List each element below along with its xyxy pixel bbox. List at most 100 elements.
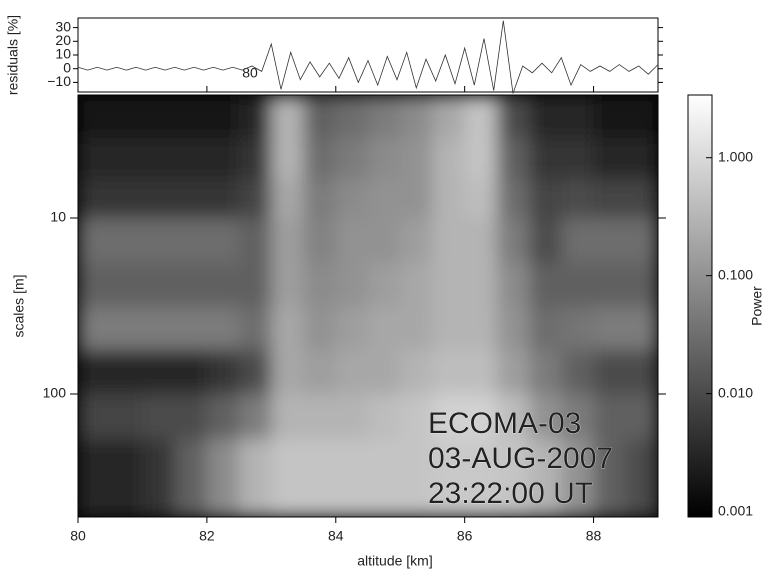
heat-cell [271, 218, 305, 264]
heat-cell [368, 137, 401, 180]
heat-cell [593, 178, 627, 219]
heat-cell [561, 306, 595, 351]
colorbar-tick-label: 0.010 [718, 384, 753, 400]
heat-cell [593, 218, 627, 264]
colorbar-tick-label: 0.001 [718, 502, 753, 518]
heat-cell [625, 218, 658, 264]
heat-cell [239, 349, 272, 395]
heat-cell [239, 95, 272, 139]
heat-cell [271, 349, 305, 395]
y-tick-label: 30 [55, 18, 71, 34]
heat-cell [561, 393, 595, 440]
heat-cell [142, 349, 176, 395]
colorbar-label: Power [749, 286, 765, 326]
heat-cell [271, 178, 305, 219]
x-axis-label: altitude [km] [357, 553, 432, 569]
heat-cell [110, 393, 143, 440]
heat-cell [335, 393, 369, 440]
heat-cell [174, 95, 208, 139]
y-tick-label: −10 [47, 73, 71, 89]
heat-cell [206, 95, 240, 139]
heat-cell [561, 349, 595, 395]
heat-cell [464, 95, 498, 139]
heat-cell [110, 137, 143, 180]
heat-cell [78, 438, 111, 517]
heat-cell [496, 438, 530, 517]
heat-cell [142, 306, 176, 351]
heat-cell [174, 349, 208, 395]
heat-cell [239, 393, 272, 440]
heat-cell [529, 438, 562, 517]
heat-cell [432, 306, 466, 351]
heat-cell [142, 438, 176, 517]
heat-cell [625, 178, 658, 219]
heat-cell [496, 218, 530, 264]
heat-cell [464, 262, 498, 308]
heat-cell [174, 393, 208, 440]
heat-cell [625, 137, 658, 180]
x-tick-label: 86 [457, 528, 473, 544]
heat-cell [206, 137, 240, 180]
heat-cell [529, 95, 562, 139]
x-tick-label: 84 [328, 528, 344, 544]
heat-cell [400, 438, 433, 517]
heat-cell [271, 95, 305, 139]
heat-cell [432, 262, 466, 308]
heat-cell [561, 95, 595, 139]
heat-cell [625, 95, 658, 139]
heat-cell [400, 262, 433, 308]
y-tick-label: 10 [50, 209, 66, 225]
plot-frame [77, 94, 659, 518]
heatmap [78, 95, 658, 517]
heat-cell [142, 393, 176, 440]
heat-cell [625, 393, 658, 440]
heat-cell [174, 306, 208, 351]
heat-cell [110, 438, 143, 517]
heat-cell [496, 262, 530, 308]
heat-cell [464, 218, 498, 264]
heat-cell [400, 393, 433, 440]
heat-cell [174, 137, 208, 180]
heat-cell [368, 218, 401, 264]
heat-cell [464, 349, 498, 395]
heat-cell [593, 349, 627, 395]
heat-cell [561, 218, 595, 264]
heat-cell [271, 137, 305, 180]
heat-cell [303, 218, 337, 264]
residual-frame [77, 17, 659, 93]
heat-cell [110, 178, 143, 219]
heat-cell [593, 438, 627, 517]
heat-cell [335, 137, 369, 180]
heat-cell [464, 438, 498, 517]
heat-cell [464, 393, 498, 440]
heat-cell [400, 349, 433, 395]
heat-cell [239, 438, 272, 517]
heat-cell [432, 95, 466, 139]
heat-cell [142, 262, 176, 308]
heat-cell [206, 262, 240, 308]
heat-cell [400, 137, 433, 180]
heat-cell [239, 218, 272, 264]
heat-cell [174, 178, 208, 219]
heat-cell [496, 393, 530, 440]
heat-cell [529, 218, 562, 264]
heat-cell [206, 218, 240, 264]
heat-cell [432, 218, 466, 264]
heat-cell [368, 178, 401, 219]
heat-cell [496, 95, 530, 139]
heat-cell [625, 438, 658, 517]
heat-cell [110, 218, 143, 264]
y-axis-label: scales [m] [11, 274, 27, 337]
x-tick-label: 88 [586, 528, 602, 544]
heat-cell [368, 262, 401, 308]
heat-cell [110, 349, 143, 395]
heat-cell [271, 262, 305, 308]
y-tick-label: 20 [55, 32, 71, 48]
heat-cell [303, 349, 337, 395]
heat-cell [464, 178, 498, 219]
heat-cell [174, 262, 208, 308]
colorbar-tick-label: 0.100 [718, 266, 753, 282]
heat-cell [496, 306, 530, 351]
heat-cell [561, 178, 595, 219]
heat-cell [78, 178, 111, 219]
